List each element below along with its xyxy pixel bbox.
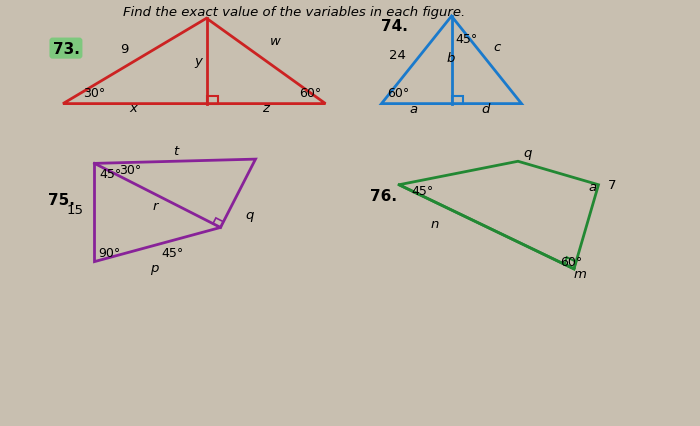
Text: m: m (574, 268, 587, 281)
Text: r: r (153, 200, 158, 213)
Text: 45°: 45° (411, 185, 433, 198)
Text: q: q (245, 208, 253, 221)
Text: a: a (588, 181, 596, 194)
Text: 30°: 30° (83, 87, 105, 100)
Text: q: q (524, 147, 532, 160)
Text: w: w (270, 35, 281, 48)
Text: y: y (195, 55, 202, 68)
Text: z: z (262, 102, 270, 115)
Text: 73.: 73. (52, 41, 79, 57)
Text: 60°: 60° (300, 87, 322, 100)
Text: d: d (482, 103, 490, 116)
Text: 60°: 60° (560, 255, 582, 268)
Text: p: p (150, 262, 159, 275)
Text: 24: 24 (389, 49, 405, 62)
Text: 76.: 76. (370, 188, 397, 204)
Text: 45°: 45° (455, 33, 477, 46)
Text: c: c (494, 41, 500, 54)
Text: 7: 7 (608, 178, 616, 191)
Text: n: n (430, 218, 439, 231)
Text: 74.: 74. (382, 19, 408, 34)
Text: Find the exact value of the variables in each figure.: Find the exact value of the variables in… (123, 6, 465, 19)
Text: 45°: 45° (99, 168, 122, 181)
Text: 15: 15 (66, 204, 83, 217)
Text: 75.: 75. (48, 193, 74, 208)
Text: 30°: 30° (119, 164, 141, 176)
Text: 60°: 60° (387, 87, 409, 100)
Text: 90°: 90° (98, 247, 120, 259)
Text: 9: 9 (120, 43, 129, 56)
Text: b: b (447, 52, 455, 65)
Text: 45°: 45° (161, 247, 183, 259)
Text: t: t (174, 144, 179, 157)
Text: x: x (129, 102, 137, 115)
Text: a: a (410, 103, 418, 116)
